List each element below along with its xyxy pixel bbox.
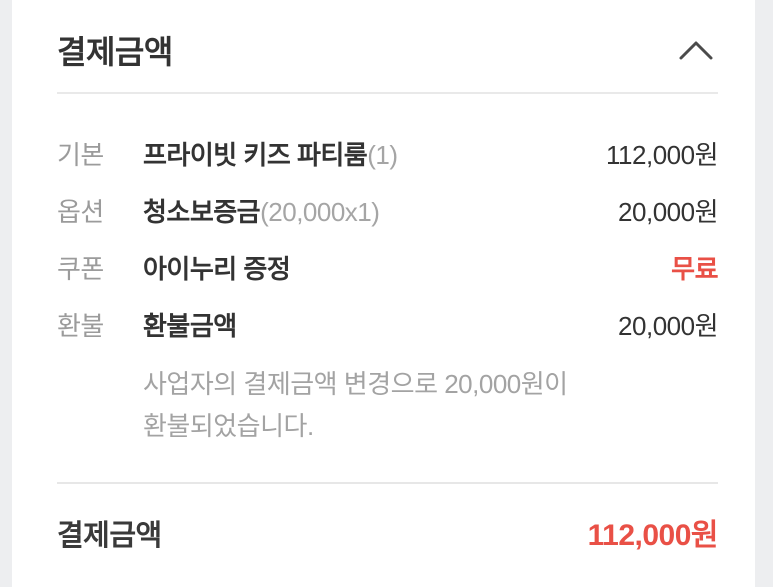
line-item-amount: 20,000원 <box>618 197 718 227</box>
line-item-label: 기본 <box>57 140 104 170</box>
total-label: 결제금액 <box>57 520 162 552</box>
line-item-label: 환불 <box>57 311 104 341</box>
chevron-up-icon <box>678 39 714 61</box>
line-item-amount: 20,000원 <box>618 311 718 341</box>
section-title: 결제금액 <box>57 34 173 70</box>
line-item-name: 청소보증금(20,000x1) <box>143 194 618 231</box>
total-amount: 112,000원 <box>587 519 719 552</box>
line-item-name: 환불금액 <box>143 308 618 345</box>
collapse-section-button[interactable] <box>674 35 718 65</box>
payment-summary-header: 결제금액 <box>57 0 718 94</box>
line-item-name-text: 환불금액 <box>143 311 237 341</box>
line-item-amount-free: 무료 <box>671 254 718 284</box>
total-divider <box>57 482 718 484</box>
line-item-name-text: 아이누리 증정 <box>143 254 291 284</box>
payment-line-items: 기본 프라이빗 키즈 파티룸(1) 112,000원 옵션 청소보증금(20,0… <box>57 94 718 447</box>
line-item-quantity: (20,000x1) <box>260 197 380 227</box>
payment-summary-card: 결제금액 기본 프라이빗 키즈 파티룸(1) 112,000원 옵션 청소보증금… <box>12 0 755 587</box>
line-item-coupon: 쿠폰 아이누리 증정 무료 <box>57 251 718 288</box>
line-item-name-text: 청소보증금 <box>143 197 261 227</box>
line-item-refund: 환불 환불금액 20,000원 <box>57 308 718 345</box>
line-item-name-text: 프라이빗 키즈 파티룸 <box>143 140 368 170</box>
line-item-name: 아이누리 증정 <box>143 251 671 288</box>
line-item-base: 기본 프라이빗 키즈 파티룸(1) 112,000원 <box>57 137 718 174</box>
page-gutter-left <box>0 0 12 587</box>
line-item-amount: 112,000원 <box>606 140 718 170</box>
refund-note-line: 환불되었습니다. <box>143 411 314 441</box>
page-gutter-right <box>755 0 773 587</box>
total-row: 결제금액 112,000원 <box>57 516 719 556</box>
line-item-label: 옵션 <box>57 197 104 227</box>
line-item-name: 프라이빗 키즈 파티룸(1) <box>143 137 606 174</box>
refund-note-line: 사업자의 결제금액 변경으로 20,000원이 <box>143 369 568 399</box>
line-item-label: 쿠폰 <box>57 254 104 284</box>
line-item-option: 옵션 청소보증금(20,000x1) 20,000원 <box>57 194 718 231</box>
refund-note: 사업자의 결제금액 변경으로 20,000원이 환불되었습니다. <box>143 363 718 447</box>
line-item-quantity: (1) <box>367 140 398 170</box>
